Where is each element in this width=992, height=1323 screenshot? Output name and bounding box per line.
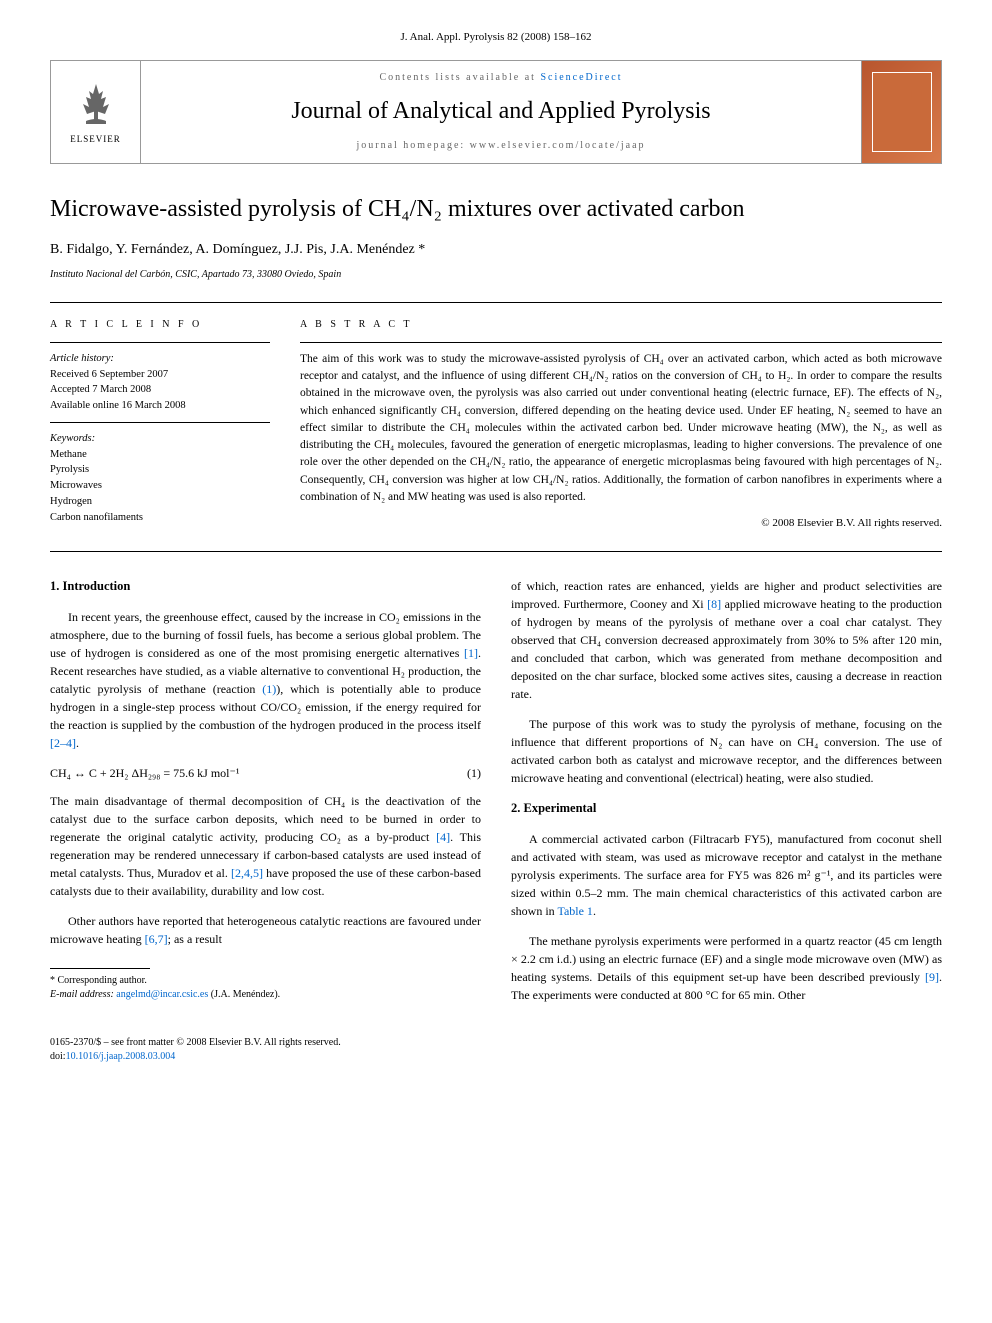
homepage-prefix: journal homepage: — [356, 140, 469, 151]
homepage-url: www.elsevier.com/locate/jaap — [470, 140, 646, 151]
contents-line: Contents lists available at ScienceDirec… — [151, 71, 851, 85]
exp-paragraph-1: A commercial activated carbon (Filtracar… — [511, 830, 942, 920]
text-run: The methane pyrolysis experiments were p… — [511, 934, 942, 984]
text-run: applied microwave heating to the product… — [511, 597, 942, 701]
email-line: E-mail address: angelmd@incar.csic.es (J… — [50, 988, 481, 1002]
citation-link[interactable]: [9] — [925, 970, 939, 984]
elsevier-tree-icon — [71, 79, 121, 129]
article-info-header: A R T I C L E I N F O — [50, 318, 270, 332]
text-run: ; as a result — [168, 932, 222, 946]
cover-image — [872, 72, 932, 152]
contents-prefix: Contents lists available at — [379, 72, 540, 83]
journal-cover-thumbnail — [861, 61, 941, 163]
journal-reference: J. Anal. Appl. Pyrolysis 82 (2008) 158–1… — [50, 30, 942, 45]
body-columns: 1. Introduction In recent years, the gre… — [50, 577, 942, 1016]
authors-line: B. Fidalgo, Y. Fernández, A. Domínguez, … — [50, 240, 942, 260]
exp-paragraph-2: The methane pyrolysis experiments were p… — [511, 932, 942, 1004]
elsevier-label: ELSEVIER — [70, 133, 121, 146]
info-divider — [50, 422, 270, 423]
text-run: . — [593, 904, 596, 918]
section-heading-experimental: 2. Experimental — [511, 799, 942, 818]
email-label: E-mail address: — [50, 989, 116, 1000]
equation-1: CH₄ ↔ C + 2H₂ ΔH₂₉₈ = 75.6 kJ mol⁻¹ (1) — [50, 764, 481, 782]
front-matter-line: 0165-2370/$ – see front matter © 2008 El… — [50, 1036, 942, 1050]
info-abstract-row: A R T I C L E I N F O Article history: R… — [50, 318, 942, 532]
doi-line: doi:10.1016/j.jaap.2008.03.004 — [50, 1050, 942, 1064]
keywords-label: Keywords: — [50, 431, 270, 447]
affiliation: Instituto Nacional del Carbón, CSIC, Apa… — [50, 268, 942, 282]
keyword: Microwaves — [50, 478, 270, 494]
doi-prefix: doi: — [50, 1051, 66, 1062]
equation-ref-link[interactable]: (1) — [262, 682, 276, 696]
abstract-copyright: © 2008 Elsevier B.V. All rights reserved… — [300, 516, 942, 531]
elsevier-logo: ELSEVIER — [51, 61, 141, 163]
text-run: Other authors have reported that heterog… — [50, 914, 481, 946]
header-center: Contents lists available at ScienceDirec… — [141, 61, 861, 163]
intro-paragraph-3: Other authors have reported that heterog… — [50, 912, 481, 948]
divider — [50, 302, 942, 303]
col2-paragraph-2: The purpose of this work was to study th… — [511, 715, 942, 787]
homepage-line: journal homepage: www.elsevier.com/locat… — [151, 139, 851, 153]
accepted-date: Accepted 7 March 2008 — [50, 382, 270, 398]
citation-link[interactable]: [2,4,5] — [231, 866, 263, 880]
article-title: Microwave-assisted pyrolysis of CH₄/N₂ m… — [50, 194, 942, 225]
journal-name: Journal of Analytical and Applied Pyroly… — [151, 95, 851, 129]
keyword: Carbon nanofilaments — [50, 510, 270, 526]
text-run: The main disadvantage of thermal decompo… — [50, 794, 481, 844]
right-column: of which, reaction rates are enhanced, y… — [511, 577, 942, 1016]
abstract-text: The aim of this work was to study the mi… — [300, 351, 942, 506]
online-date: Available online 16 March 2008 — [50, 398, 270, 414]
abstract-divider — [300, 342, 942, 343]
abstract-header: A B S T R A C T — [300, 318, 942, 332]
citation-link[interactable]: [8] — [707, 597, 721, 611]
citation-link[interactable]: [1] — [464, 646, 478, 660]
article-history: Article history: Received 6 September 20… — [50, 351, 270, 414]
keyword: Pyrolysis — [50, 462, 270, 478]
intro-paragraph-1: In recent years, the greenhouse effect, … — [50, 608, 481, 752]
keywords-block: Keywords: Methane Pyrolysis Microwaves H… — [50, 431, 270, 526]
left-column: 1. Introduction In recent years, the gre… — [50, 577, 481, 1016]
table-ref-link[interactable]: Table 1 — [557, 904, 592, 918]
citation-link[interactable]: [2–4] — [50, 736, 76, 750]
equation-body: CH₄ ↔ C + 2H₂ ΔH₂₉₈ = 75.6 kJ mol⁻¹ — [50, 764, 239, 782]
sciencedirect-link[interactable]: ScienceDirect — [540, 72, 622, 83]
divider — [50, 551, 942, 552]
email-suffix: (J.A. Menéndez). — [208, 989, 280, 1000]
email-link[interactable]: angelmd@incar.csic.es — [116, 989, 208, 1000]
col2-paragraph-1: of which, reaction rates are enhanced, y… — [511, 577, 942, 703]
keyword: Methane — [50, 447, 270, 463]
corresponding-label: * Corresponding author. — [50, 974, 481, 988]
section-heading-intro: 1. Introduction — [50, 577, 481, 596]
text-run: . — [76, 736, 79, 750]
equation-number: (1) — [467, 764, 481, 782]
doi-link[interactable]: 10.1016/j.jaap.2008.03.004 — [66, 1051, 176, 1062]
journal-header-box: ELSEVIER Contents lists available at Sci… — [50, 60, 942, 164]
history-label: Article history: — [50, 351, 270, 367]
bottom-copyright: 0165-2370/$ – see front matter © 2008 El… — [50, 1036, 942, 1064]
footnote-separator — [50, 968, 150, 969]
article-info-block: A R T I C L E I N F O Article history: R… — [50, 318, 270, 532]
citation-link[interactable]: [6,7] — [145, 932, 168, 946]
intro-paragraph-2: The main disadvantage of thermal decompo… — [50, 792, 481, 900]
info-divider — [50, 342, 270, 343]
abstract-block: A B S T R A C T The aim of this work was… — [300, 318, 942, 532]
corresponding-author-footnote: * Corresponding author. E-mail address: … — [50, 974, 481, 1002]
text-run: In recent years, the greenhouse effect, … — [50, 610, 481, 660]
citation-link[interactable]: [4] — [436, 830, 450, 844]
keyword: Hydrogen — [50, 494, 270, 510]
received-date: Received 6 September 2007 — [50, 367, 270, 383]
